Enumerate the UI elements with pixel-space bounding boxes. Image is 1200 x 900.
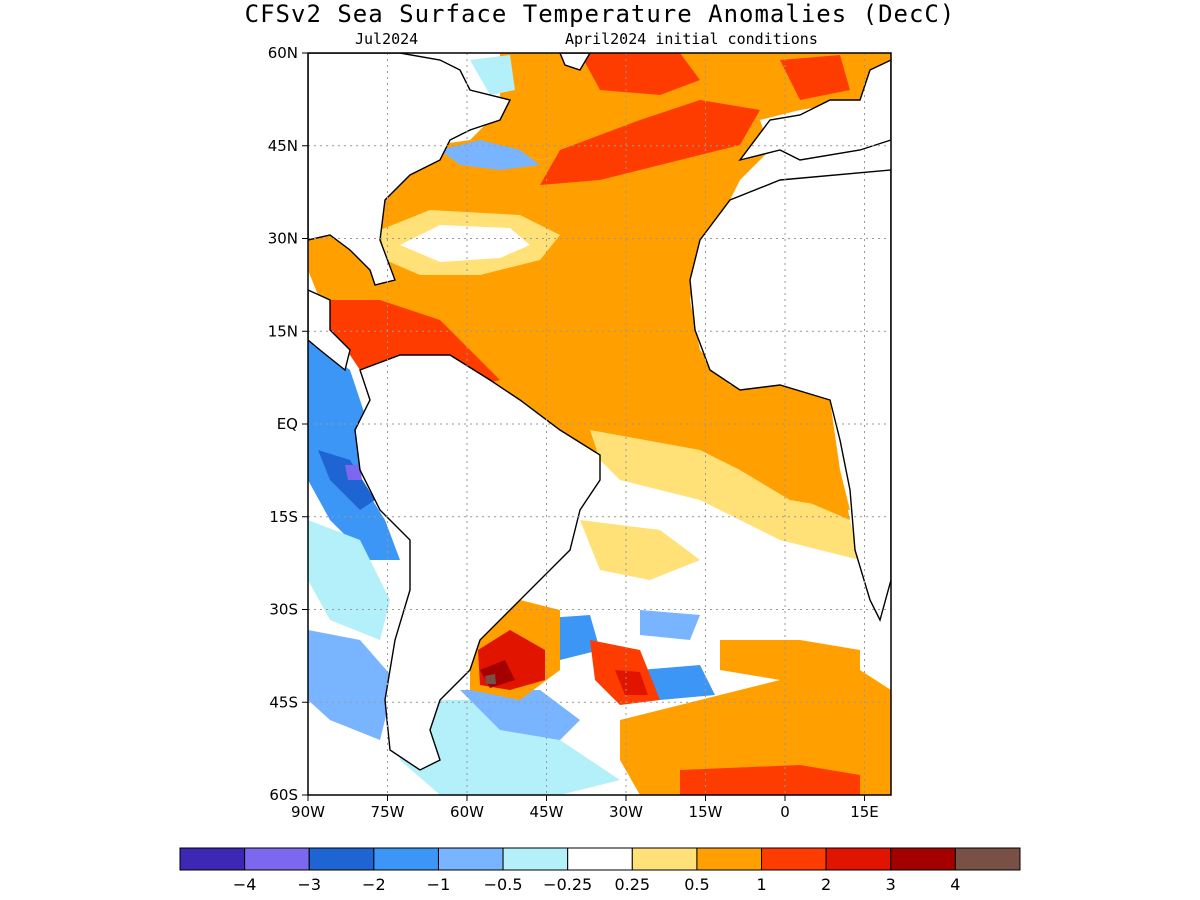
africa-land	[689, 169, 891, 622]
colorbar-label: 4	[950, 875, 960, 894]
colorbar-swatch	[761, 847, 827, 871]
south-america-land	[354, 354, 601, 771]
south-atlantic-pale-region	[580, 520, 700, 580]
colorbar-label: −4	[233, 875, 257, 894]
colorbar-label: −0.25	[543, 875, 592, 894]
colorbar: −4 −3 −2 −1 −0.5 −0.25 0.25 0.5 1 2 3 4	[179, 847, 1021, 894]
lat-tick-label: 15N	[268, 322, 298, 340]
central-america-land	[308, 289, 351, 372]
lon-tick-label: 15W	[689, 803, 723, 821]
lat-tick-label: 60S	[269, 786, 298, 804]
initial-conditions: April2024 initial conditions	[565, 30, 818, 48]
north-america-land	[308, 53, 512, 286]
colorbar-swatch	[502, 847, 569, 871]
labrador-cool-region	[440, 140, 540, 170]
map-title: CFSv2 Sea Surface Temperature Anomalies …	[244, 0, 956, 28]
colorbar-label: −1	[427, 875, 451, 894]
southern-ocean-cool	[400, 700, 620, 795]
pacific-peak-cool	[345, 465, 362, 480]
southeast-pacific-cool	[308, 630, 395, 740]
lat-tick-label: 45S	[269, 693, 298, 711]
colorbar-label: 0.25	[614, 875, 650, 894]
south-atlantic-cool-3	[640, 610, 700, 640]
colorbar-swatch	[244, 847, 310, 871]
colorbar-swatch	[954, 847, 1021, 871]
colorbar-swatch	[179, 847, 246, 871]
south-atlantic-warm-1-core	[615, 670, 648, 695]
newfoundland-cool-region	[470, 55, 515, 95]
colorbar-label: −3	[297, 875, 321, 894]
lat-tick-label: EQ	[277, 415, 298, 433]
lon-tick-label: 60W	[450, 803, 484, 821]
colorbar-label: 3	[886, 875, 896, 894]
colorbar-swatch	[373, 847, 439, 871]
southern-warm-band	[620, 670, 891, 795]
south-atlantic-cool-2	[640, 665, 715, 700]
colorbar-label: 0.5	[684, 875, 709, 894]
map-field	[308, 53, 891, 795]
southern-warm-band-core	[680, 765, 860, 795]
lat-tick-label: 30N	[268, 230, 298, 248]
lon-tick-label: 30W	[609, 803, 643, 821]
pacific-strong-cool	[318, 450, 375, 510]
colorbar-swatch	[631, 847, 698, 871]
grid-lines	[308, 53, 891, 795]
land	[308, 53, 891, 771]
colorbar-swatch	[696, 847, 763, 871]
north-red-patch	[540, 100, 760, 185]
equatorial-pale-band	[590, 430, 860, 560]
longitude-labels: 90W 75W 60W 45W 30W 15W 0 15E	[291, 795, 879, 821]
greenland-land	[559, 53, 591, 71]
europe-red-patch	[780, 55, 850, 100]
lon-tick-label: 15E	[850, 803, 879, 821]
pacific-cool-region	[308, 340, 400, 560]
colorbar-label: −0.5	[484, 875, 523, 894]
colorbar-label: 2	[821, 875, 831, 894]
greenland-red-patch	[580, 53, 700, 95]
colorbar-swatch	[567, 847, 633, 871]
lat-tick-label: 60N	[268, 44, 298, 62]
colorbar-swatch	[825, 847, 892, 871]
lon-tick-label: 45W	[530, 803, 564, 821]
gulf-guinea-orange	[740, 470, 850, 510]
lat-tick-label: 30S	[269, 601, 298, 619]
colorbar-label: −2	[362, 875, 386, 894]
southwest-africa-warm	[720, 640, 860, 680]
lat-tick-label: 15S	[269, 508, 298, 526]
colorbar-swatch	[437, 847, 504, 871]
brazil-current-max	[485, 674, 496, 684]
colorbar-swatch	[890, 847, 956, 871]
colorbar-swatch	[308, 847, 375, 871]
lon-tick-label: 0	[780, 803, 790, 821]
latitude-labels: 60N 45N 30N 15N EQ 15S 30S 45S 60S	[268, 44, 308, 804]
colorbar-label: 1	[756, 875, 766, 894]
lat-tick-label: 45N	[268, 137, 298, 155]
europe-land	[738, 59, 891, 162]
forecast-month: Jul2024	[355, 30, 419, 48]
lon-tick-label: 90W	[291, 803, 325, 821]
lon-tick-label: 75W	[371, 803, 405, 821]
subtropical-white-core	[400, 225, 530, 262]
